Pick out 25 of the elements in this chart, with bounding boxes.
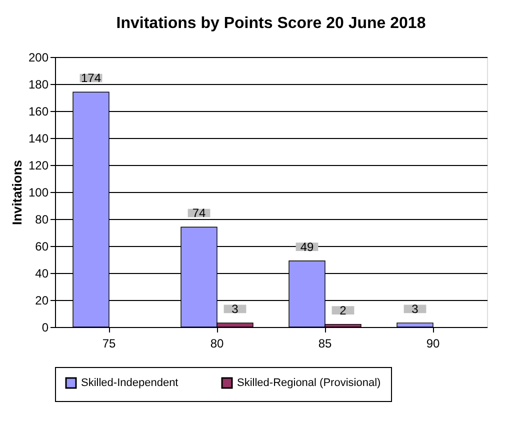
x-tick-label: 80: [210, 336, 224, 350]
data-label: 174: [80, 71, 102, 86]
x-tick-label: 75: [102, 336, 116, 350]
y-tick-label: 160: [28, 104, 49, 118]
y-tick-label: 100: [28, 186, 49, 200]
data-label: 74: [192, 206, 206, 220]
y-tick-label: 120: [28, 158, 49, 172]
legend-label: Skilled-Independent: [81, 377, 178, 389]
x-tick-label: 90: [426, 336, 440, 350]
y-tick-label: 40: [35, 266, 49, 280]
data-label: 49: [300, 240, 314, 254]
data-label: 3: [412, 302, 419, 316]
chart-title: Invitations by Points Score 20 June 2018: [116, 15, 426, 32]
y-tick-label: 60: [35, 240, 49, 254]
y-tick-label: 80: [35, 212, 49, 226]
y-tick-label: 140: [28, 132, 49, 146]
y-tick-label: 20: [35, 294, 49, 308]
legend-label: Skilled-Regional (Provisional): [237, 377, 381, 389]
x-tick-label: 85: [318, 336, 332, 350]
y-tick-label: 0: [42, 320, 49, 334]
data-label: 3: [232, 302, 239, 316]
data-label: 2: [340, 303, 347, 318]
y-tick-label: 180: [28, 78, 49, 92]
y-axis-title: Invitations: [9, 160, 24, 226]
y-tick-label: 200: [28, 50, 49, 64]
